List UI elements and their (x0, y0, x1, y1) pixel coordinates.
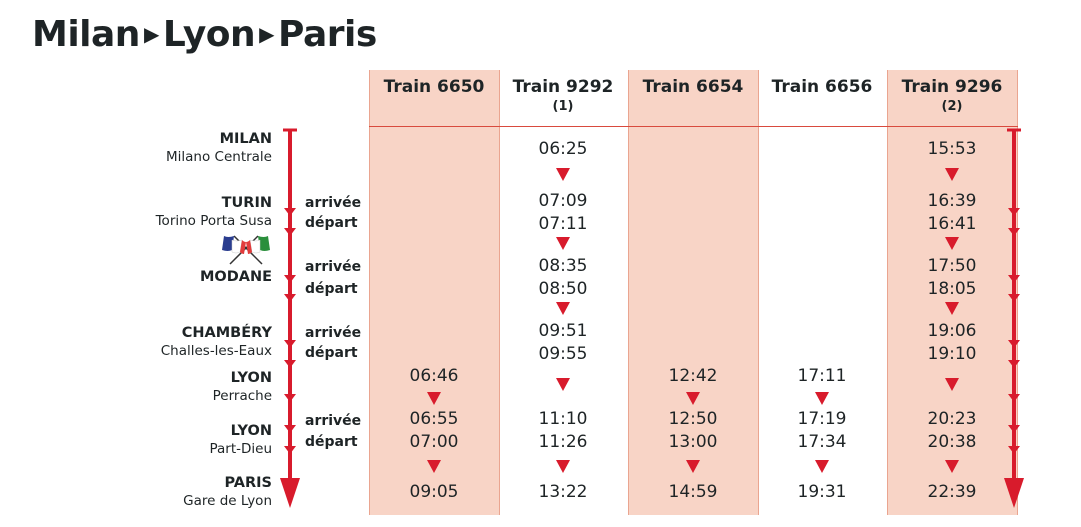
station-modane: MODANE (199, 269, 272, 285)
time-cell: 20:38 (927, 432, 977, 452)
page-title: Milan ▶ Lyon ▶ Paris (32, 14, 377, 55)
header-divider (369, 126, 1018, 127)
station-paris: PARIS Gare de Lyon (183, 475, 272, 509)
time-cell: 07:11 (538, 214, 588, 234)
time-cell: 06:46 (409, 366, 459, 386)
down-arrow-icon (815, 460, 829, 473)
station-milan: MILAN Milano Centrale (166, 131, 272, 165)
arrival-label: arrivée (305, 259, 362, 275)
down-arrow-icon (556, 237, 570, 250)
time-cell: 11:26 (538, 432, 588, 452)
time-cell: 11:10 (538, 409, 588, 429)
down-arrow-icon (945, 378, 959, 391)
time-cell: 20:23 (927, 409, 977, 429)
arrival-label: arrivée (305, 413, 362, 429)
arrival-label: arrivée (305, 325, 362, 341)
time-cell: 16:39 (927, 191, 977, 211)
column-band-9296 (887, 70, 1018, 515)
time-cell: 17:34 (797, 432, 847, 452)
column-band-6650 (369, 70, 500, 515)
arrival-label: arrivée (305, 195, 362, 211)
time-cell: 07:09 (538, 191, 588, 211)
time-cell: 08:50 (538, 279, 588, 299)
time-cell: 07:00 (409, 432, 459, 452)
down-arrow-icon (427, 460, 441, 473)
departure-label: départ (305, 434, 358, 450)
time-cell: 22:39 (927, 482, 977, 502)
time-cell: 09:55 (538, 344, 588, 364)
down-arrow-icon (945, 237, 959, 250)
train-header: Train 9292 (1) (512, 77, 614, 114)
time-cell: 19:10 (927, 344, 977, 364)
departure-label: départ (305, 215, 358, 231)
column-band-6654 (628, 70, 759, 515)
time-cell: 13:22 (538, 482, 588, 502)
station-turin: TURIN Torino Porta Susa (155, 195, 272, 229)
time-cell: 19:31 (797, 482, 847, 502)
time-cell: 17:50 (927, 256, 977, 276)
time-cell: 15:53 (927, 139, 977, 159)
down-arrow-icon (686, 460, 700, 473)
station-chambery: CHAMBÉRY Challes-les-Eaux (160, 325, 272, 359)
departure-label: départ (305, 281, 358, 297)
time-cell: 09:51 (538, 321, 588, 341)
time-cell: 19:06 (927, 321, 977, 341)
time-cell: 09:05 (409, 482, 459, 502)
station-lyon-part-dieu: LYON Part-Dieu (209, 423, 272, 457)
down-arrow-icon (556, 302, 570, 315)
train-header: Train 6654 (642, 77, 744, 97)
down-arrow-icon (815, 392, 829, 405)
down-arrow-icon (945, 168, 959, 181)
train-header: Train 6650 (383, 77, 485, 97)
time-cell: 16:41 (927, 214, 977, 234)
time-cell: 12:42 (668, 366, 718, 386)
time-cell: 12:50 (668, 409, 718, 429)
train-header: Train 9296 (2) (901, 77, 1003, 114)
down-arrow-icon (945, 302, 959, 315)
down-arrow-icon (556, 378, 570, 391)
departure-label: départ (305, 345, 358, 361)
station-lyon-perrache: LYON Perrache (212, 370, 272, 404)
down-arrow-icon (686, 392, 700, 405)
time-cell: 06:55 (409, 409, 459, 429)
down-arrow-icon (427, 392, 441, 405)
time-cell: 18:05 (927, 279, 977, 299)
train-header: Train 6656 (771, 77, 873, 97)
time-cell: 17:19 (797, 409, 847, 429)
down-arrow-icon (945, 460, 959, 473)
down-arrow-icon (556, 460, 570, 473)
time-cell: 14:59 (668, 482, 718, 502)
time-cell: 17:11 (797, 366, 847, 386)
time-cell: 06:25 (538, 139, 588, 159)
crossed-flags-icon (222, 235, 270, 265)
time-cell: 08:35 (538, 256, 588, 276)
down-arrow-icon (556, 168, 570, 181)
time-cell: 13:00 (668, 432, 718, 452)
